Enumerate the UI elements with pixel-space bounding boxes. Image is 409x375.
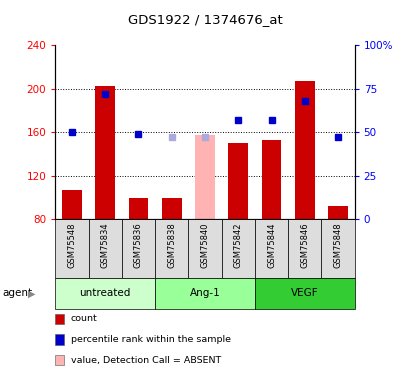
Bar [155,219,188,278]
Text: GSM75548: GSM75548 [67,222,76,268]
Text: GSM75842: GSM75842 [233,222,242,268]
Text: GSM75838: GSM75838 [167,222,176,268]
Bar [195,135,214,219]
Bar [228,143,247,219]
Text: VEGF: VEGF [290,288,318,298]
Text: GSM75848: GSM75848 [333,222,342,268]
Text: untreated: untreated [79,288,130,298]
Bar [95,86,115,219]
Bar [254,219,288,278]
Text: GDS1922 / 1374676_at: GDS1922 / 1374676_at [127,13,282,26]
Bar [128,198,148,219]
Text: GSM75840: GSM75840 [200,222,209,268]
Text: ▶: ▶ [28,288,35,298]
Bar [221,219,254,278]
Text: GSM75836: GSM75836 [134,222,143,268]
Bar [88,219,121,278]
Text: GSM75846: GSM75846 [299,222,308,268]
Bar [155,278,254,309]
Bar [294,81,314,219]
Text: agent: agent [2,288,32,298]
Bar [321,219,354,278]
Bar [55,278,155,309]
Bar [162,198,181,219]
Bar [327,206,347,219]
Text: Ang-1: Ang-1 [189,288,220,298]
Text: percentile rank within the sample: percentile rank within the sample [70,335,230,344]
Text: GSM75844: GSM75844 [266,222,275,268]
Bar [121,219,155,278]
Bar [254,278,354,309]
Bar [261,140,281,219]
Bar [288,219,321,278]
Text: count: count [70,314,97,323]
Bar [62,190,82,219]
Bar [55,219,88,278]
Text: value, Detection Call = ABSENT: value, Detection Call = ABSENT [70,356,220,364]
Bar [188,219,221,278]
Text: GSM75834: GSM75834 [101,222,110,268]
